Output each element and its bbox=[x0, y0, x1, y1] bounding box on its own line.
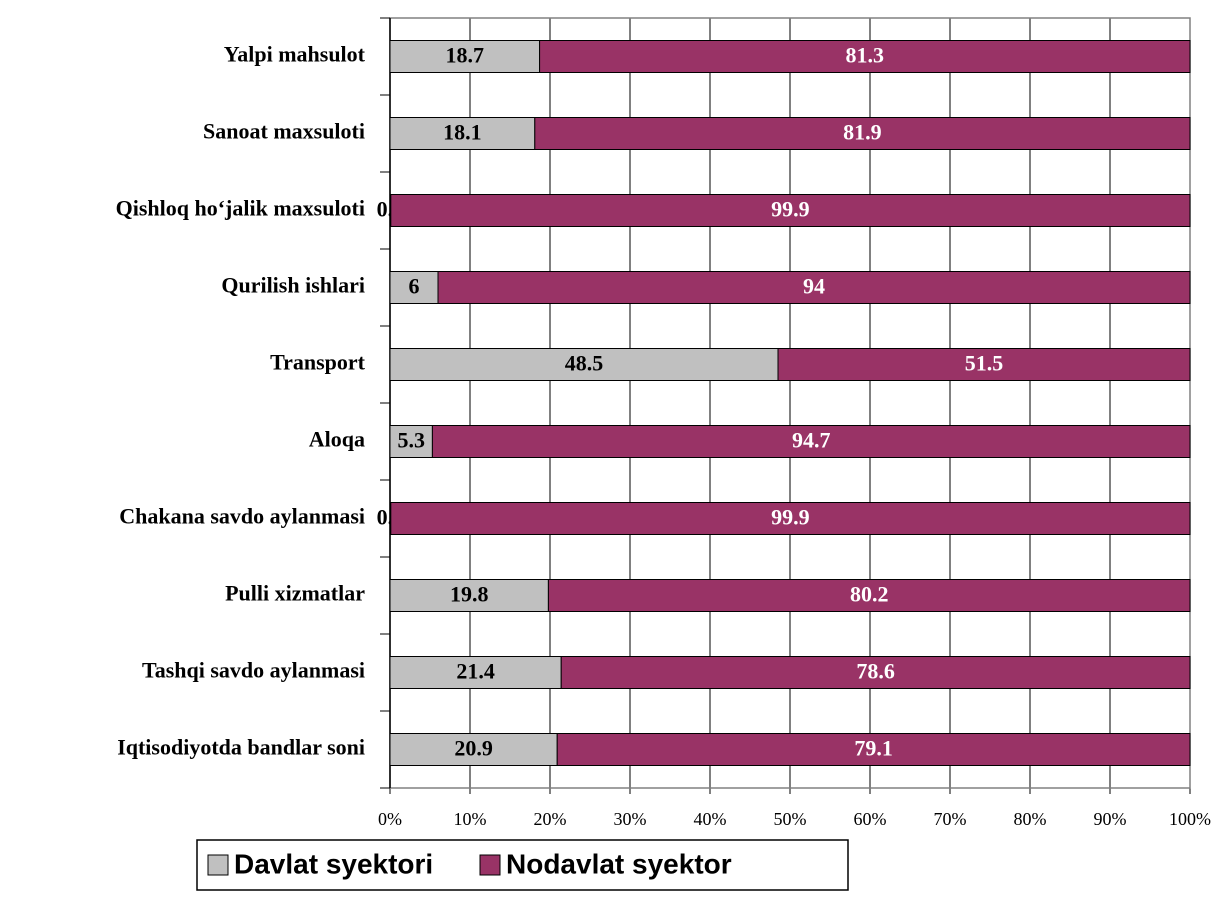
x-tick-label: 50% bbox=[774, 809, 807, 829]
bar-segment bbox=[539, 40, 1191, 73]
bar-segment bbox=[777, 348, 1191, 381]
value-label: 94.7 bbox=[792, 428, 831, 453]
y-tick-label: Yalpi mahsulot bbox=[224, 42, 366, 67]
x-tick-label: 90% bbox=[1094, 809, 1127, 829]
bar-segment bbox=[389, 348, 779, 381]
value-label: 51.5 bbox=[965, 351, 1004, 376]
y-tick-label: Tashqi savdo aylanmasi bbox=[142, 658, 365, 683]
y-tick-label: Iqtisodiyotda bandlar soni bbox=[117, 735, 365, 760]
legend-swatch bbox=[207, 854, 229, 876]
x-tick-label: 60% bbox=[854, 809, 887, 829]
value-label: 18.1 bbox=[443, 120, 482, 145]
y-tick-label: Pulli xizmatlar bbox=[225, 581, 365, 606]
value-label: 81.3 bbox=[846, 43, 885, 68]
x-tick-label: 100% bbox=[1169, 809, 1211, 829]
x-tick-label: 20% bbox=[534, 809, 567, 829]
bar-segment bbox=[547, 579, 1191, 612]
y-tick-label: Chakana savdo aylanmasi bbox=[119, 504, 365, 529]
y-tick-label: Sanoat maxsuloti bbox=[203, 119, 365, 144]
x-tick-label: 40% bbox=[694, 809, 727, 829]
value-label: 78.6 bbox=[856, 659, 895, 684]
value-label: 79.1 bbox=[854, 736, 893, 761]
bar-segment bbox=[389, 733, 558, 766]
y-tick-label: Qurilish ishlari bbox=[221, 273, 365, 298]
value-label: 99.9 bbox=[771, 505, 810, 530]
bar-segment bbox=[431, 425, 1191, 458]
bar-segment bbox=[389, 271, 439, 304]
legend-label: Nodavlat syektor bbox=[506, 848, 732, 879]
value-label: 5.3 bbox=[397, 428, 425, 453]
x-tick-label: 30% bbox=[614, 809, 647, 829]
bar-segment bbox=[560, 656, 1191, 689]
bar-segment bbox=[389, 579, 549, 612]
value-label: 18.7 bbox=[446, 43, 485, 68]
x-tick-label: 10% bbox=[454, 809, 487, 829]
value-label: 81.9 bbox=[843, 120, 882, 145]
bar-segment bbox=[437, 271, 1191, 304]
value-label: 6 bbox=[409, 274, 420, 299]
bar-segment bbox=[534, 117, 1191, 150]
bar-segment bbox=[390, 194, 1191, 227]
x-tick-label: 70% bbox=[934, 809, 967, 829]
y-tick-label: Aloqa bbox=[309, 427, 365, 452]
bar-segment bbox=[389, 425, 433, 458]
legend-box bbox=[196, 839, 849, 891]
x-tick-label: 80% bbox=[1014, 809, 1047, 829]
legend-label: Davlat syektori bbox=[234, 848, 433, 879]
y-tick-label: Qishloq ho‘jalik maxsuloti bbox=[116, 196, 365, 221]
value-label: 21.4 bbox=[456, 659, 495, 684]
bar-segment bbox=[556, 733, 1191, 766]
value-label: 19.8 bbox=[450, 582, 489, 607]
legend-swatch bbox=[479, 854, 501, 876]
value-label: 99.9 bbox=[771, 197, 810, 222]
value-label: 80.2 bbox=[850, 582, 889, 607]
value-label: 48.5 bbox=[565, 351, 604, 376]
y-tick-label: Transport bbox=[270, 350, 366, 375]
bar-segment bbox=[390, 502, 1191, 535]
x-tick-label: 0% bbox=[378, 809, 402, 829]
value-label: 20.9 bbox=[454, 736, 493, 761]
value-label: 94 bbox=[803, 274, 825, 299]
